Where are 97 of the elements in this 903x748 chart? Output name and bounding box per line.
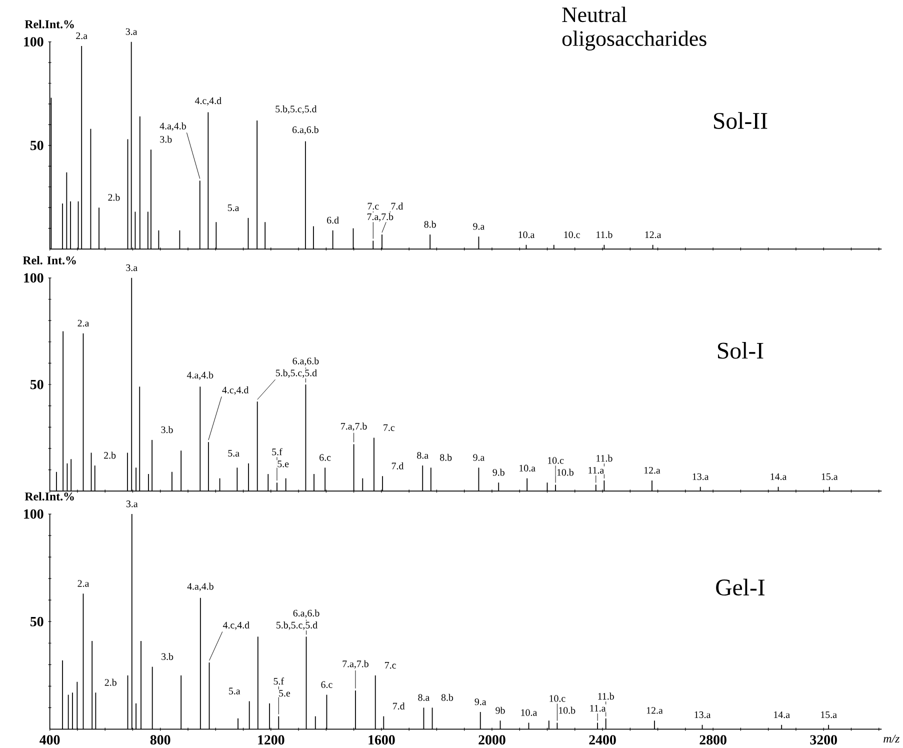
text: Gel-I: [716, 578, 765, 596]
x-tick-label: 1200: [258, 735, 284, 745]
annotation: 12.a: [646, 707, 663, 714]
annotation: 2.b: [108, 194, 120, 201]
y-tick-label: 100: [24, 273, 44, 283]
annotation: 7.a,7.b: [341, 422, 367, 432]
annotation: 6.d: [327, 216, 339, 224]
annotation: 10.b: [557, 468, 574, 476]
annotation: 12.a: [644, 467, 660, 474]
text: Sol-II: [714, 112, 768, 129]
annotation: 14.a: [770, 473, 787, 480]
annotation: 5.e: [279, 690, 290, 697]
annotation: 5.a: [228, 450, 240, 457]
annotation: 9.a: [474, 698, 486, 706]
annotation: 7.d: [391, 202, 404, 210]
annotation: 8.b: [441, 694, 454, 701]
annotation: 5.b,5.c,5.d: [276, 622, 318, 630]
y-tick-label: 50: [30, 140, 44, 150]
annotation: 12.a: [645, 231, 662, 238]
annotation: 5.b,5.c,5.d: [276, 369, 317, 378]
annotation: 5.a: [228, 204, 240, 212]
annotation: 9.a: [473, 454, 484, 461]
annotation: 11.a: [588, 467, 604, 474]
x-tick-label: 2800: [700, 735, 726, 745]
annotation: 3.b: [160, 136, 172, 143]
annotation: 5.a: [229, 688, 240, 695]
annotation: 3.a: [126, 28, 138, 36]
annotation: 7.c: [368, 202, 379, 210]
chart-title: Neutral oligosaccharides: [562, 6, 706, 51]
annotation: 4.c,4.d: [194, 97, 222, 106]
x-axis-title: m/z: [884, 734, 900, 743]
annotation: 6.a,6.b: [292, 357, 319, 366]
annotation: 11.b: [598, 692, 614, 700]
x-tick-label: 800: [150, 735, 170, 745]
annotation: 7.d: [392, 462, 404, 470]
annotation: 10.a: [521, 709, 537, 716]
annotation: 7.c: [385, 662, 396, 669]
annotation: 10.a: [518, 231, 535, 238]
annotation: 2.a: [78, 320, 90, 327]
annotation: 2.a: [76, 32, 88, 40]
annotation: 10.b: [559, 706, 576, 714]
annotation: 9.b: [492, 468, 504, 476]
annotation: 15.a: [822, 473, 838, 480]
annotation: 9.a: [473, 223, 484, 230]
y-tick-label: 100: [24, 509, 44, 519]
annotation: 11.b: [596, 454, 612, 462]
annotation: 8.b: [440, 454, 452, 461]
annotation: 7.d: [393, 702, 405, 710]
y-tick-label: 50: [30, 380, 44, 390]
annotation: 6.a,6.b: [293, 610, 320, 618]
annotation: 10.c: [564, 231, 580, 238]
annotation: 4.a,4.b: [187, 582, 214, 592]
annotation: 11.b: [596, 231, 612, 238]
y-axis-title: Rel. Int.%: [22, 256, 76, 265]
annotation: 2.b: [104, 678, 116, 686]
annotation: 4.a,4.b: [186, 372, 214, 380]
annotation: 10.c: [550, 695, 566, 702]
annotation: 6.c: [321, 681, 332, 688]
annotation: 5.f: [272, 448, 282, 456]
annotation: 5.b,5.c,5.d: [276, 105, 317, 114]
annotation: 2.a: [78, 580, 90, 587]
annotation: 3.b: [161, 426, 173, 434]
annotation: 8.a: [418, 694, 430, 701]
y-tick-label: 100: [24, 37, 44, 47]
annotation: 10.a: [520, 464, 536, 472]
y-axis-title: Rel.Int.%: [24, 20, 74, 28]
annotation: 7.c: [384, 424, 395, 432]
annotation: 4.c,4.d: [222, 622, 250, 630]
annotation: 13.a: [694, 711, 711, 718]
annotation: 15.a: [821, 711, 837, 718]
annotation: 8.b: [424, 220, 436, 228]
x-tick-label: 2000: [478, 735, 506, 745]
annotation: 3.b: [162, 653, 174, 660]
text: Sol-I: [718, 342, 764, 359]
x-tick-label: 2400: [589, 735, 616, 745]
annotation: 11.a: [590, 705, 606, 712]
annotation: 5.e: [278, 460, 289, 468]
y-axis-title: Rel.Int.%: [24, 492, 74, 501]
annotation: 7.a,7.b: [367, 213, 394, 222]
annotation: 2.b: [104, 452, 116, 459]
annotation: 9b: [496, 706, 505, 714]
annotation: 6.a,6.b: [292, 126, 318, 135]
y-tick-label: 50: [30, 616, 44, 626]
annotation: 4.c,4.d: [222, 386, 249, 395]
annotation: 7.a,7.b: [342, 660, 368, 669]
x-tick-label: 3200: [810, 735, 837, 745]
annotation: 14.a: [774, 711, 790, 718]
annotation: 4.a,4.b: [160, 122, 186, 131]
annotation: 5.f: [274, 678, 284, 685]
annotation: 6.c: [320, 454, 331, 461]
x-tick-label: 400: [40, 735, 60, 745]
annotation: 3.a: [126, 264, 138, 272]
annotation: 8.a: [417, 452, 428, 459]
annotation: 10.c: [548, 457, 564, 464]
x-tick-label: 1600: [368, 735, 395, 745]
annotation: 13.a: [692, 473, 709, 480]
annotation: 3.a: [126, 500, 138, 508]
